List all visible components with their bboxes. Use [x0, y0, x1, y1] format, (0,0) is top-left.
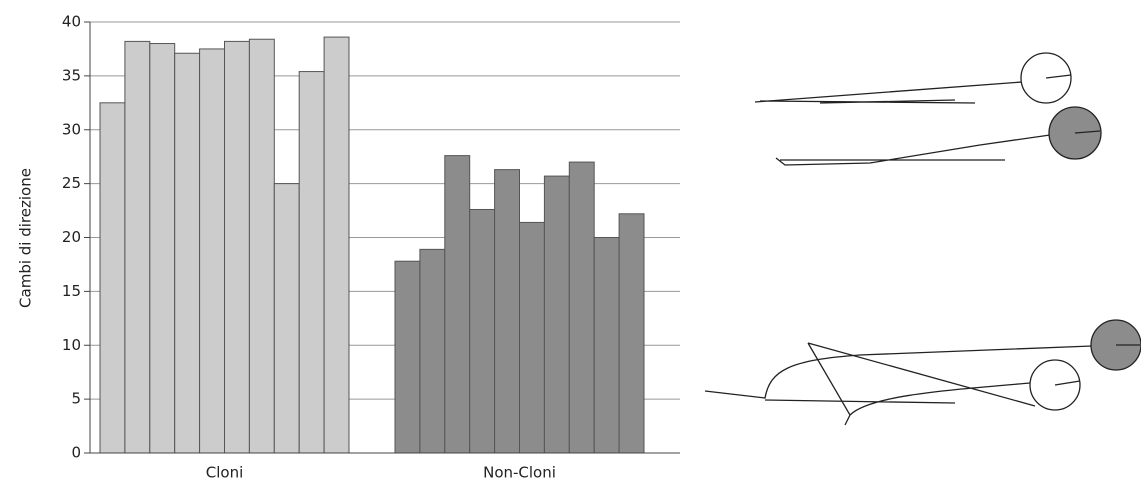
y-tick-label: 15 [62, 282, 81, 300]
y-axis-label: Cambi di direzione [17, 168, 35, 308]
bar [470, 209, 495, 453]
y-tick-label: 5 [71, 390, 81, 408]
bar [619, 214, 644, 453]
bar [299, 72, 324, 453]
bar [395, 261, 420, 453]
trajectory [755, 82, 1022, 103]
bar [544, 176, 569, 453]
bar [225, 41, 250, 453]
y-tick-label: 25 [62, 174, 81, 192]
bar [520, 222, 545, 453]
y-tick-label: 20 [62, 228, 81, 246]
bar [274, 184, 299, 453]
bar [249, 39, 274, 453]
y-tick-label: 35 [62, 66, 81, 84]
x-tick-label: Non-Cloni [483, 464, 556, 482]
y-tick-label: 40 [62, 13, 81, 31]
bar [200, 49, 225, 453]
y-tick-label: 0 [71, 444, 81, 462]
bar [150, 44, 175, 453]
bar [569, 162, 594, 453]
bar [495, 170, 520, 453]
trajectories [705, 53, 1141, 425]
bar [175, 53, 200, 453]
bar [594, 238, 619, 454]
bar [125, 41, 150, 453]
bar [420, 249, 445, 453]
bar [100, 103, 125, 453]
trajectory [776, 135, 1050, 165]
chart: 0 5 10 15 20 25 30 35 40 Cloni Non-Cloni [62, 13, 680, 482]
figure: 0 5 10 15 20 25 30 35 40 Cloni Non-Cloni Cambi di … [0, 0, 1141, 486]
bar [324, 37, 349, 453]
y-tick-label: 30 [62, 120, 81, 138]
x-tick-label: Cloni [206, 464, 244, 482]
bar [445, 156, 470, 453]
y-tick-label: 10 [62, 336, 81, 354]
